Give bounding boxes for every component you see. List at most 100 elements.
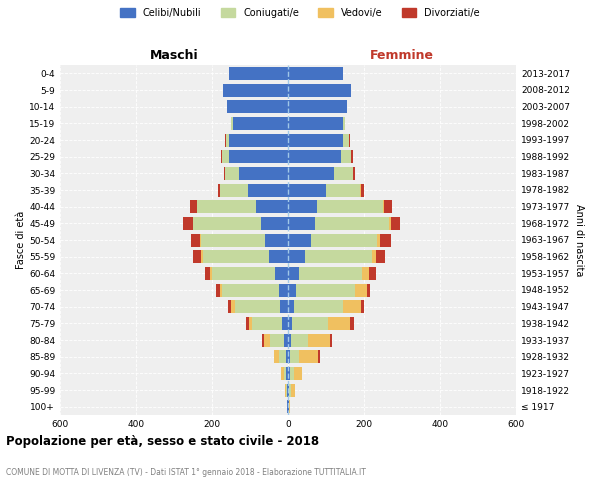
Y-axis label: Anni di nascita: Anni di nascita — [574, 204, 584, 276]
Text: Popolazione per età, sesso e stato civile - 2018: Popolazione per età, sesso e stato civil… — [6, 435, 319, 448]
Bar — [317, 350, 320, 363]
Bar — [222, 150, 229, 163]
Bar — [376, 250, 385, 263]
Bar — [291, 334, 308, 346]
Bar — [291, 384, 295, 396]
Bar — [193, 250, 202, 263]
Bar — [200, 234, 265, 246]
Bar — [334, 167, 353, 180]
Bar — [287, 384, 288, 396]
Bar — [317, 200, 383, 213]
Bar — [288, 400, 289, 413]
Bar — [220, 284, 221, 296]
Bar — [326, 184, 360, 196]
Bar — [269, 250, 288, 263]
Bar — [229, 134, 288, 146]
Bar — [296, 284, 355, 296]
Bar — [287, 400, 288, 413]
Bar — [349, 134, 350, 146]
Bar — [289, 384, 291, 396]
Bar — [288, 300, 294, 313]
Bar — [369, 267, 376, 280]
Bar — [223, 84, 288, 96]
Bar — [350, 150, 352, 163]
Bar — [328, 317, 350, 330]
Bar — [211, 267, 212, 280]
Bar — [361, 184, 364, 196]
Bar — [383, 200, 384, 213]
Bar — [288, 217, 314, 230]
Bar — [389, 217, 391, 230]
Bar — [190, 200, 197, 213]
Bar — [288, 334, 291, 346]
Bar — [286, 367, 288, 380]
Bar — [229, 67, 288, 80]
Bar — [294, 300, 343, 313]
Legend: Celibi/Nubili, Coniugati/e, Vedovi/e, Divorziati/e: Celibi/Nubili, Coniugati/e, Vedovi/e, Di… — [118, 5, 482, 20]
Bar — [288, 267, 299, 280]
Bar — [352, 150, 353, 163]
Bar — [288, 100, 347, 113]
Text: Femmine: Femmine — [370, 48, 434, 62]
Bar — [281, 367, 284, 380]
Bar — [371, 250, 376, 263]
Bar — [274, 350, 278, 363]
Bar — [212, 267, 275, 280]
Bar — [197, 200, 256, 213]
Bar — [362, 267, 369, 280]
Bar — [193, 217, 262, 230]
Bar — [229, 150, 288, 163]
Bar — [280, 300, 288, 313]
Bar — [226, 167, 239, 180]
Bar — [288, 367, 290, 380]
Bar — [246, 317, 249, 330]
Bar — [232, 117, 233, 130]
Bar — [248, 184, 288, 196]
Bar — [288, 250, 305, 263]
Bar — [226, 134, 229, 146]
Bar — [289, 400, 290, 413]
Bar — [231, 300, 235, 313]
Bar — [286, 384, 287, 396]
Bar — [343, 300, 361, 313]
Bar — [341, 150, 350, 163]
Bar — [290, 367, 294, 380]
Bar — [284, 367, 286, 380]
Bar — [262, 334, 264, 346]
Bar — [203, 250, 269, 263]
Bar — [275, 267, 288, 280]
Text: Maschi: Maschi — [149, 48, 199, 62]
Bar — [256, 200, 288, 213]
Bar — [221, 150, 222, 163]
Bar — [343, 134, 349, 146]
Bar — [311, 234, 377, 246]
Bar — [288, 350, 290, 363]
Bar — [353, 167, 355, 180]
Bar — [308, 334, 330, 346]
Bar — [367, 284, 370, 296]
Bar — [288, 184, 326, 196]
Bar — [265, 234, 288, 246]
Bar — [314, 217, 389, 230]
Bar — [384, 200, 392, 213]
Bar — [218, 184, 220, 196]
Bar — [299, 267, 362, 280]
Y-axis label: Fasce di età: Fasce di età — [16, 211, 26, 269]
Bar — [216, 284, 220, 296]
Bar — [239, 167, 288, 180]
Bar — [288, 284, 296, 296]
Bar — [249, 317, 252, 330]
Bar — [361, 300, 364, 313]
Bar — [224, 167, 226, 180]
Bar — [288, 117, 343, 130]
Bar — [284, 334, 288, 346]
Bar — [205, 267, 211, 280]
Bar — [350, 317, 354, 330]
Bar — [294, 367, 302, 380]
Bar — [355, 284, 367, 296]
Bar — [252, 317, 283, 330]
Bar — [235, 300, 280, 313]
Bar — [270, 334, 284, 346]
Bar — [221, 284, 278, 296]
Bar — [288, 234, 311, 246]
